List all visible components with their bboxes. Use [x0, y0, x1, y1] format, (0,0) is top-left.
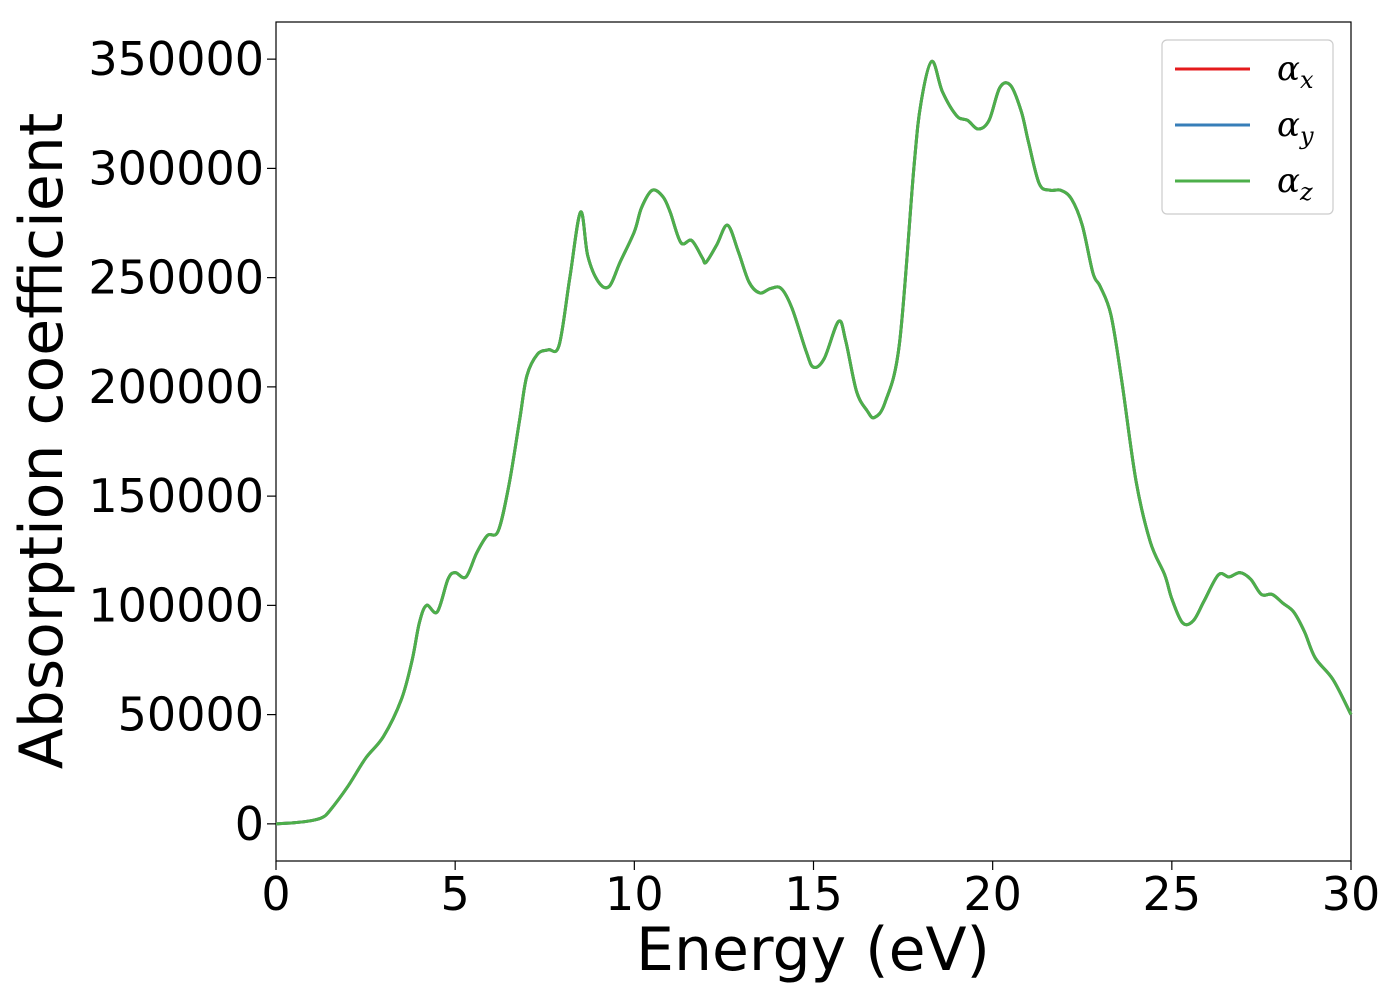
- y-tick-label: 0: [235, 797, 264, 851]
- legend-label: αz: [1277, 161, 1313, 206]
- legend-subscript: z: [1299, 178, 1313, 206]
- legend-label: αx: [1277, 49, 1314, 94]
- y-tick-label: 200000: [88, 360, 264, 414]
- x-axis-label: Energy (eV): [636, 915, 990, 985]
- y-tick-label: 250000: [88, 251, 264, 305]
- legend-symbol: α: [1277, 49, 1300, 89]
- x-tick-label: 15: [784, 867, 843, 921]
- y-tick-label: 150000: [88, 469, 264, 523]
- series-line-z: [275, 59, 1353, 826]
- x-tick-label: 30: [1322, 867, 1381, 921]
- x-tick-label: 5: [441, 867, 470, 921]
- x-axis: 0 5 10 15 20 25 30: [261, 861, 1380, 921]
- x-tick-label: 10: [605, 867, 664, 921]
- y-tick-label: 50000: [118, 688, 264, 742]
- y-tick-label: 350000: [88, 32, 264, 86]
- y-tick-label: 100000: [88, 578, 264, 632]
- legend-label: αy: [1277, 105, 1314, 150]
- series-layer: [275, 59, 1353, 826]
- x-tick-label: 20: [963, 867, 1022, 921]
- y-axis: 0 50000 100000 150000 200000 250000 300000 3500…: [88, 32, 276, 851]
- legend-box: [1161, 39, 1334, 215]
- legend-symbol: α: [1277, 105, 1300, 145]
- legend-subscript: x: [1300, 66, 1314, 94]
- y-axis-label: Absorption coefficient: [7, 113, 77, 770]
- y-tick-label: 300000: [88, 141, 264, 195]
- legend-symbol: α: [1277, 161, 1300, 201]
- x-tick-label: 0: [261, 867, 290, 921]
- legend-subscript: y: [1299, 122, 1314, 150]
- x-tick-label: 25: [1143, 867, 1202, 921]
